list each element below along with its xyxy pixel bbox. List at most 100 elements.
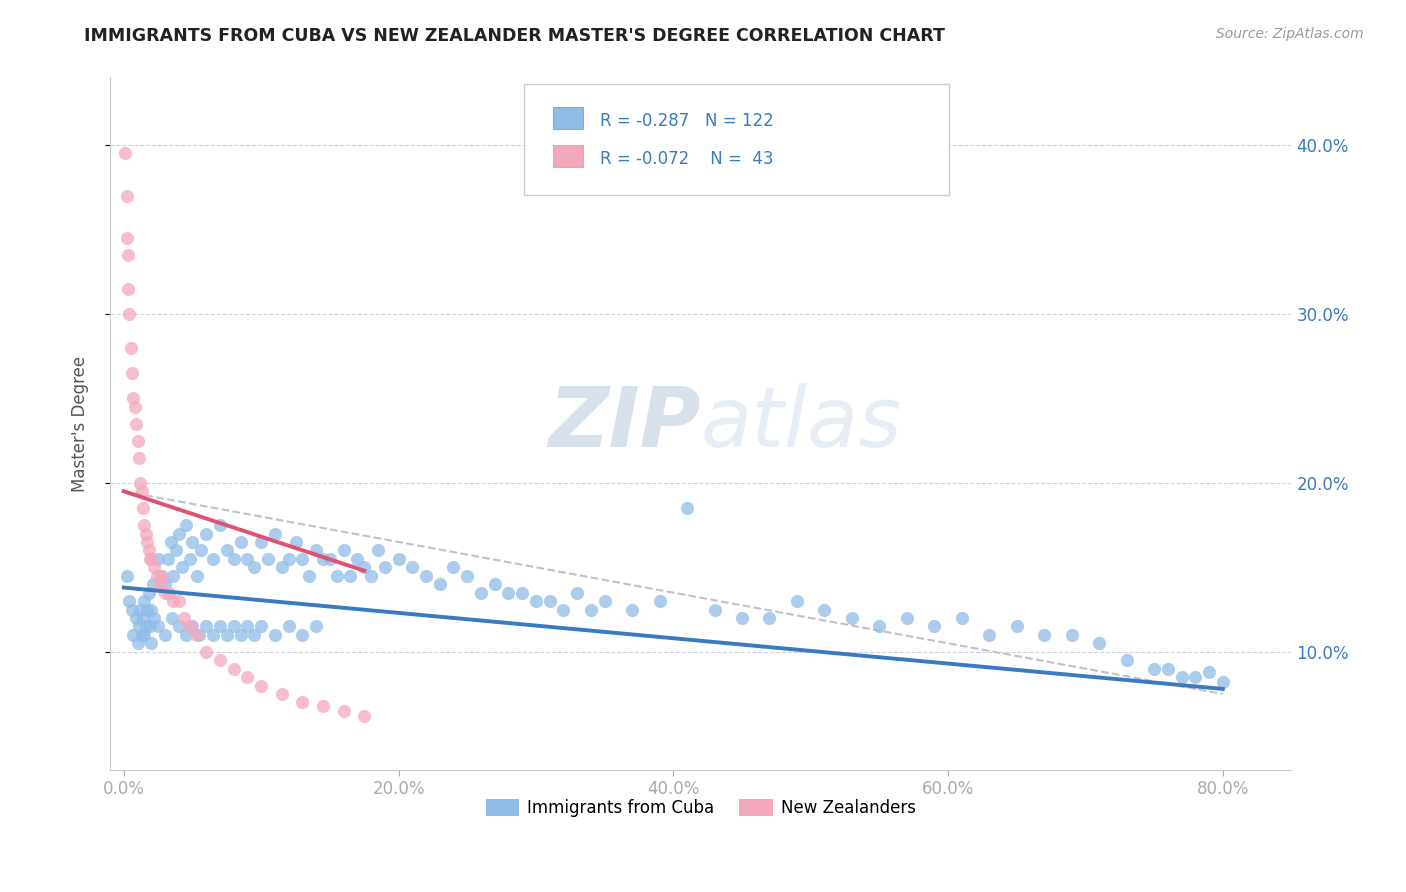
Point [215,628,238,642]
Point [579,602,602,616]
Bar [553,107,582,129]
Point [139,552,162,566]
Point [291,552,314,566]
Point [208,619,231,633]
Point [129,475,152,490]
Point [195,526,218,541]
Point [353,560,375,574]
Point [128,619,150,633]
Point [132,501,155,516]
Y-axis label: Master's Degree: Master's Degree [72,356,89,491]
Text: R = -0.287   N = 122: R = -0.287 N = 122 [600,112,775,130]
Point [215,543,238,558]
Point [121,366,143,380]
Point [538,594,561,608]
Point [264,628,287,642]
Point [332,543,354,558]
Point [153,585,176,599]
Point [195,619,218,633]
Point [202,628,225,642]
Point [121,602,143,616]
Point [174,518,197,533]
Point [153,577,176,591]
Point [401,560,423,574]
Point [319,552,342,566]
Point [236,619,259,633]
Text: ZIP: ZIP [548,384,700,464]
Point [353,709,375,723]
Point [415,568,437,582]
Point [346,552,368,566]
Point [134,628,156,642]
Point [524,594,547,608]
Point [188,628,211,642]
Point [127,434,149,448]
Text: Source: ZipAtlas.com: Source: ZipAtlas.com [1216,27,1364,41]
Point [305,619,328,633]
Point [374,560,396,574]
Point [138,543,160,558]
Point [115,188,138,202]
Point [143,611,166,625]
Point [153,628,176,642]
Point [143,560,166,574]
Point [149,568,172,582]
Point [131,484,153,499]
Point [841,611,863,625]
Point [179,552,201,566]
Point [114,146,136,161]
Point [339,568,361,582]
Point [141,552,163,566]
Legend: Immigrants from Cuba, New Zealanders: Immigrants from Cuba, New Zealanders [479,792,922,824]
Point [250,679,273,693]
Point [1212,675,1234,690]
Point [181,619,204,633]
Point [298,568,321,582]
Point [1143,662,1166,676]
Point [124,400,146,414]
Point [167,619,190,633]
Point [159,535,181,549]
Point [136,535,159,549]
Point [243,628,266,642]
Point [332,704,354,718]
Point [229,628,252,642]
Point [129,602,152,616]
Bar [553,145,582,168]
Point [758,611,780,625]
Point [360,568,382,582]
Point [470,585,492,599]
FancyBboxPatch shape [523,85,949,195]
Point [165,543,187,558]
Point [202,552,225,566]
Point [305,543,328,558]
Point [243,560,266,574]
Point [1060,628,1083,642]
Point [277,619,299,633]
Point [979,628,1001,642]
Point [146,619,169,633]
Point [1005,619,1028,633]
Point [195,645,218,659]
Point [264,526,287,541]
Point [115,231,138,245]
Point [1170,670,1192,684]
Point [179,619,201,633]
Point [1033,628,1056,642]
Point [621,602,644,616]
Point [160,611,183,625]
Point [387,552,409,566]
Point [146,568,169,582]
Point [498,585,520,599]
Point [565,585,588,599]
Point [115,568,138,582]
Point [1088,636,1111,650]
Point [1157,662,1180,676]
Point [676,501,699,516]
Point [181,535,204,549]
Point [222,552,245,566]
Point [250,535,273,549]
Point [186,568,208,582]
Point [291,695,314,709]
Point [553,602,575,616]
